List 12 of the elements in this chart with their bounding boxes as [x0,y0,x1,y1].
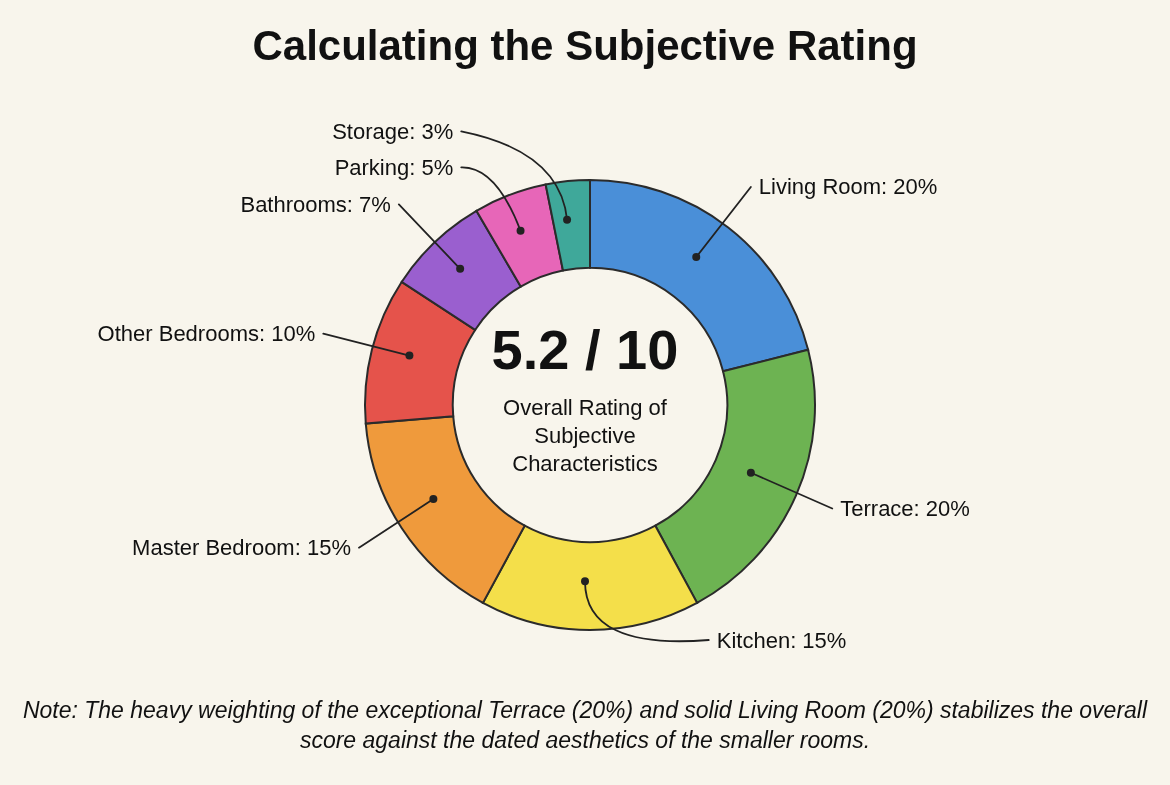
slice-label: Bathrooms: 7% [240,191,391,217]
slice-label: Parking: 5% [334,154,454,180]
slice-label: Living Room: 20% [758,174,938,200]
text: Overall Rating of Subjective Characteristics [502,394,668,478]
text: 5.2 / 10 [490,318,680,382]
chart-title: Calculating the Subjective Rating [251,22,919,70]
slice-label: Kitchen: 15% [716,627,847,653]
slice-label: Terrace: 20% [840,495,970,521]
slice-label: Other Bedrooms: 10% [97,321,316,347]
slice-label: Storage: 3% [332,118,454,144]
slice-label: Master Bedroom: 15% [132,535,351,561]
text: Note: The heavy weighting of the exceptional Terrace (20%) and solid Living Room (20%) stabilizes the overall score against the dated aesthetics of the smaller rooms. [21,696,1149,755]
